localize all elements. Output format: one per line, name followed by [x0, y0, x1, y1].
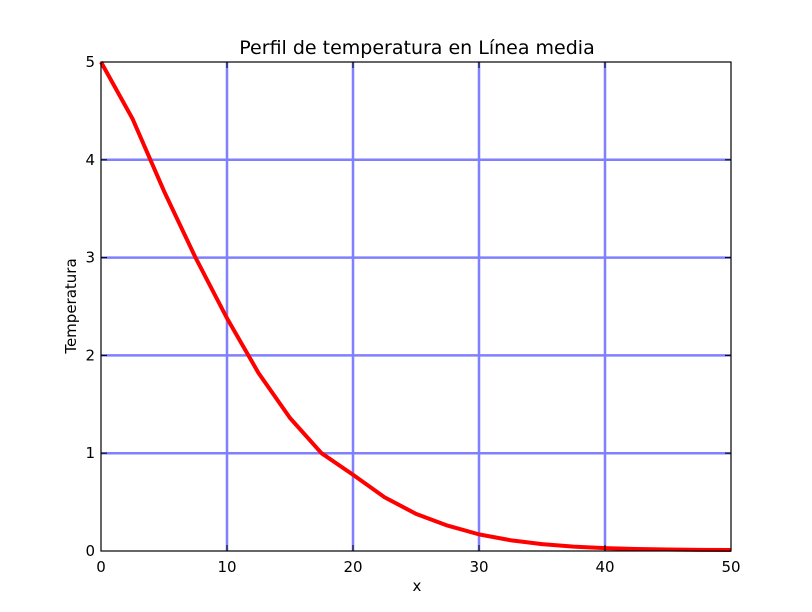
x-axis-label: x	[413, 577, 422, 595]
y-tick-label: 4	[85, 151, 95, 169]
x-tick-label: 50	[721, 558, 740, 576]
y-tick-label: 0	[85, 542, 95, 560]
y-tick-label: 3	[85, 249, 95, 267]
series-layer	[99, 61, 732, 553]
axis-ticks: 0 10 20 30 40 50 0 1 2 3 4 5	[85, 53, 740, 576]
y-tick-label: 1	[85, 444, 95, 462]
x-tick-label: 20	[343, 558, 362, 576]
x-tick-label: 10	[217, 558, 236, 576]
axes-frame	[100, 61, 732, 552]
x-tick-label: 40	[595, 558, 614, 576]
plot-frame	[100, 61, 732, 552]
x-tick-label: 30	[469, 558, 488, 576]
y-axis-label: Temperatura	[62, 258, 80, 354]
y-tick-label: 5	[85, 53, 95, 71]
chart-title: Perfil de temperatura en Línea media	[239, 37, 594, 59]
x-tick-label: 0	[96, 558, 106, 576]
grid-lines	[101, 62, 731, 551]
series-line	[99, 61, 732, 553]
y-tick-label: 2	[85, 346, 95, 364]
